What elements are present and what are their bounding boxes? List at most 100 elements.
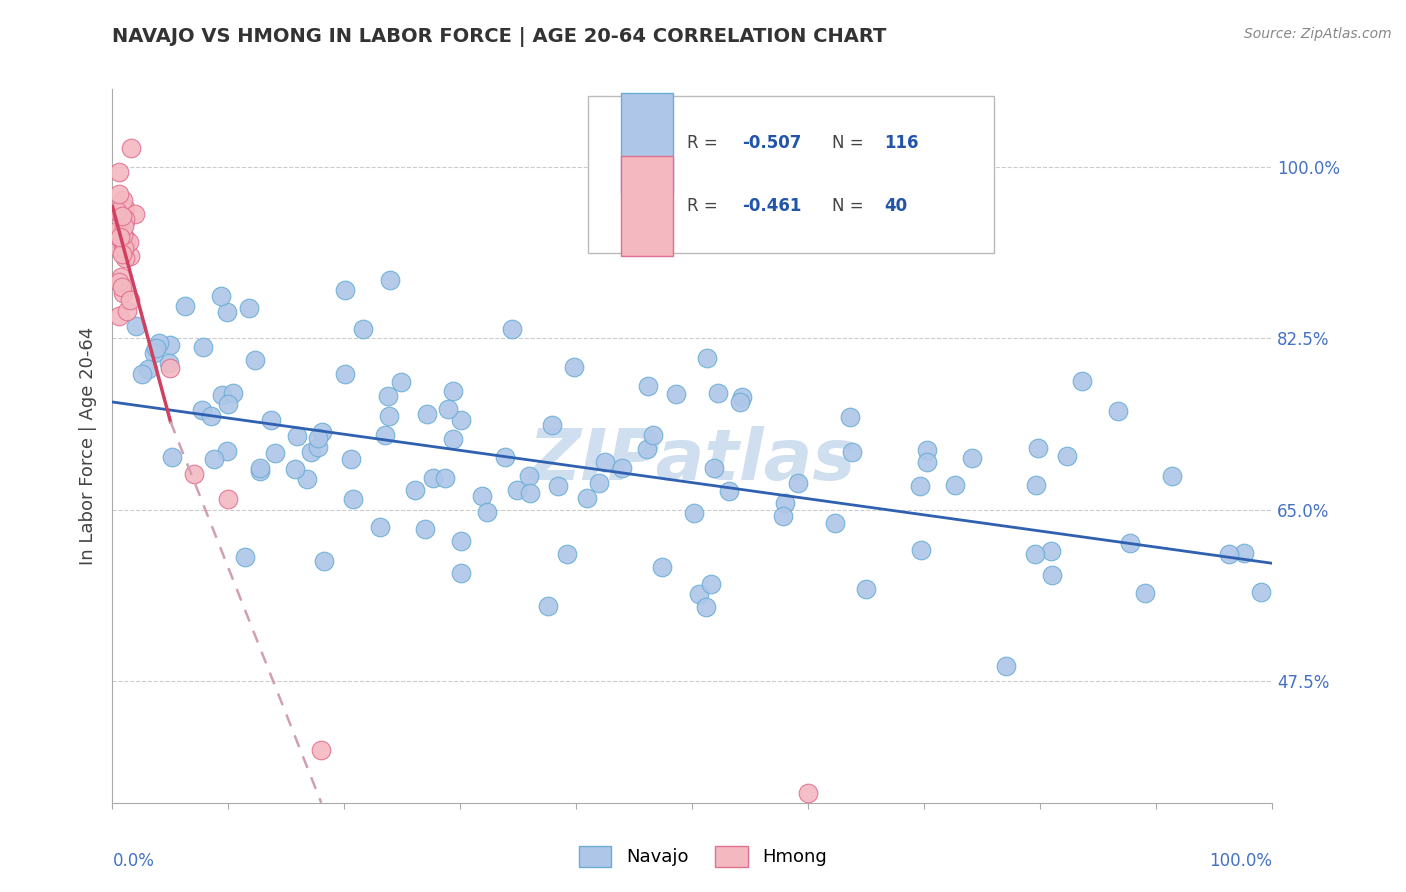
FancyBboxPatch shape [588,96,994,253]
Point [105,204,128,219]
Bar [620,156,672,256]
Point [637,379,659,393]
Point [191,403,214,417]
Point [112,219,135,233]
Point [238,301,260,315]
Point [162,450,184,464]
Text: N =: N = [832,197,869,215]
Point [259,413,281,427]
Point [114,214,136,228]
Y-axis label: In Labor Force | Age 20-64: In Labor Force | Age 20-64 [79,326,97,566]
Point [797,786,820,800]
Point [610,461,633,475]
Point [249,461,271,475]
Point [688,587,710,601]
Point [537,599,560,613]
Point [111,194,134,208]
Point [114,201,136,215]
Point [700,577,723,591]
Point [910,543,932,558]
Text: ZIPatlas: ZIPatlas [529,425,856,495]
Point [588,476,610,491]
Point [1028,442,1050,456]
Point [148,336,170,351]
Text: -0.461: -0.461 [742,197,801,215]
Point [1025,477,1047,491]
Point [1233,546,1256,560]
Point [728,395,751,409]
Point [183,467,205,481]
Point [450,534,472,549]
Point [838,409,860,424]
Point [855,582,877,596]
Point [117,304,139,318]
Point [475,505,498,519]
Point [114,232,136,246]
Point [695,600,717,615]
Point [841,445,863,459]
Point [107,226,129,240]
Point [519,469,541,483]
Point [159,361,181,376]
Text: 0.0%: 0.0% [112,852,155,870]
Point [450,413,472,427]
Point [131,367,153,381]
Point [772,509,794,524]
Point [1119,535,1142,549]
Point [540,418,562,433]
Point [707,386,730,401]
Point [108,187,131,202]
Point [340,452,363,467]
Point [593,455,616,469]
Point [120,293,142,307]
Point [547,478,569,492]
Point [143,346,166,360]
Point [200,409,222,423]
Point [118,249,141,263]
Text: 100.0%: 100.0% [1209,852,1272,870]
Point [450,566,472,580]
Point [307,440,329,454]
Point [391,375,413,389]
Bar [620,94,672,194]
Point [114,235,136,250]
Point [108,225,131,239]
Point [943,478,966,492]
Point [374,428,396,442]
Point [105,224,128,238]
Point [215,305,238,319]
Point [120,141,142,155]
Point [233,549,256,564]
Point [173,299,195,313]
Point [1056,449,1078,463]
Point [333,367,356,381]
Point [111,247,134,261]
Point [505,483,527,497]
Point [111,224,134,238]
Point [218,491,240,506]
Point [773,496,796,510]
Point [636,442,658,456]
Point [378,409,401,423]
Point [519,485,541,500]
Point [377,389,399,403]
Point [124,206,146,220]
Point [471,489,494,503]
Point [557,547,579,561]
Point [908,479,931,493]
Text: R =: R = [686,135,723,153]
Point [311,425,333,440]
Point [105,204,128,219]
Text: 116: 116 [884,135,918,153]
Point [352,322,374,336]
Point [437,401,460,416]
Point [110,270,132,285]
Point [114,251,136,265]
Point [211,289,233,303]
Point [312,554,335,568]
Point [1107,404,1129,418]
Point [114,211,136,226]
Text: N =: N = [832,135,869,153]
Point [111,286,134,301]
Point [665,386,688,401]
